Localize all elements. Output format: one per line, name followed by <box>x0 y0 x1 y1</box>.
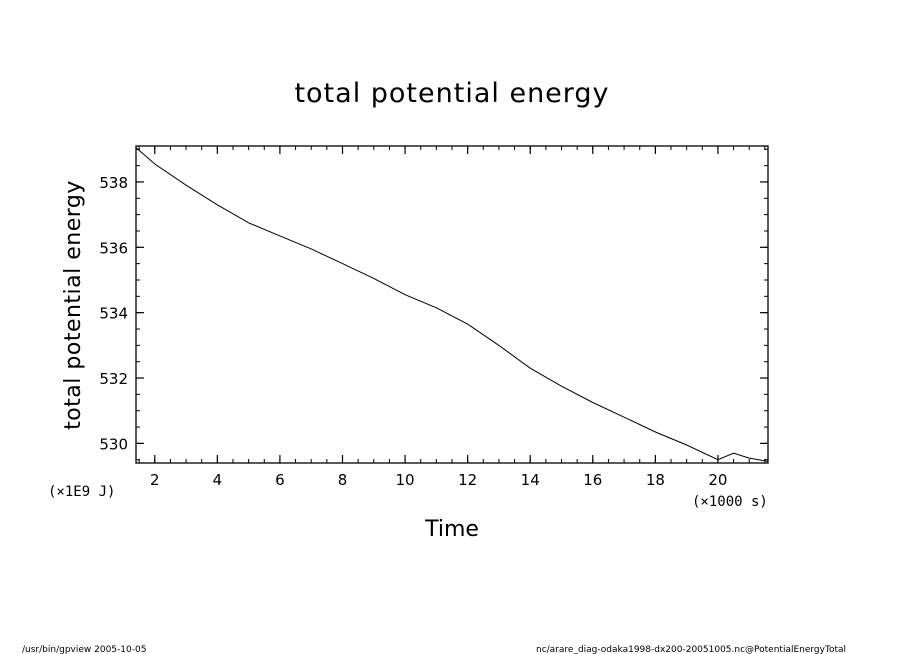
series-line <box>135 147 769 462</box>
footer-right: nc/arare_diag-odaka1998-dx200-20051005.n… <box>536 645 846 654</box>
x-tick-label: 18 <box>646 471 665 489</box>
x-tick-label: 16 <box>583 471 602 489</box>
x-tick-label: 12 <box>458 471 477 489</box>
y-axis-label: total potential energy <box>61 180 86 430</box>
y-tick-label: 534 <box>99 305 128 323</box>
plot-frame <box>135 145 769 464</box>
x-tick-label: 6 <box>275 471 285 489</box>
y-tick-label: 538 <box>99 174 128 192</box>
footer-left: /usr/bin/gpview 2005-10-05 <box>22 645 146 654</box>
x-tick-label: 2 <box>150 471 160 489</box>
y-tick-label: 536 <box>99 239 128 257</box>
x-axis-label: Time <box>424 517 479 542</box>
x-tick-label: 10 <box>396 471 415 489</box>
y-unit-label: (×1E9 J) <box>48 484 115 500</box>
y-tick-label: 532 <box>99 370 128 388</box>
x-tick-label: 20 <box>708 471 727 489</box>
x-tick-label: 14 <box>521 471 540 489</box>
chart-title: total potential energy <box>294 78 609 109</box>
x-unit-label: (×1000 s) <box>692 494 768 510</box>
x-tick-label: 8 <box>338 471 348 489</box>
x-tick-label: 4 <box>213 471 223 489</box>
y-tick-label: 530 <box>99 435 128 453</box>
